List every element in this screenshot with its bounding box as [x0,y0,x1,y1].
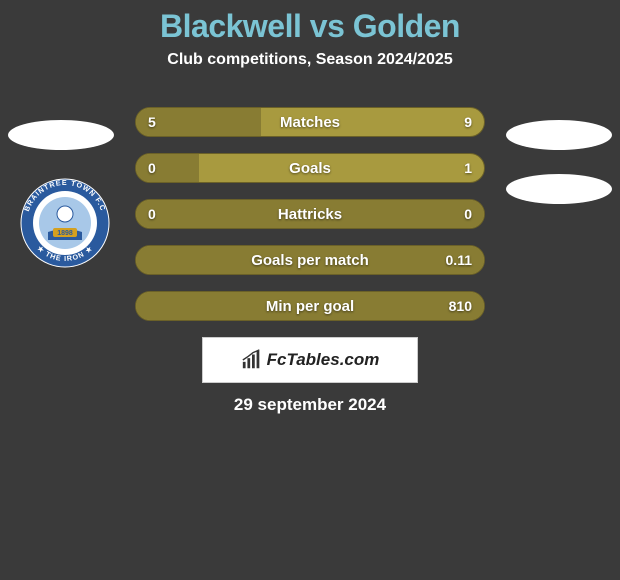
brand-label: FcTables.com [267,350,380,370]
stat-right-value: 810 [449,298,472,314]
team-left-logo-placeholder [8,120,114,150]
stat-label: Matches [280,114,340,131]
stat-row: 5 Matches 9 [135,107,485,137]
stat-label: Goals per match [251,252,369,269]
chart-icon [241,349,263,371]
stat-left-value: 0 [148,160,156,176]
stat-right-value: 0.11 [446,252,472,268]
club-badge: BRAINTREE TOWN F.C ★ THE IRON ★ 1898 [20,178,110,268]
stat-left-value: 0 [148,206,156,222]
brand-attribution[interactable]: FcTables.com [202,337,418,383]
stat-label: Min per goal [266,298,354,315]
stat-row: Min per goal 810 [135,291,485,321]
team-right-logo-placeholder-2 [506,174,612,204]
stat-label: Goals [289,160,331,177]
stat-right-value: 1 [464,160,472,176]
date-label: 29 september 2024 [0,395,620,415]
stat-left-value: 5 [148,114,156,130]
stat-fill [136,154,199,182]
svg-text:1898: 1898 [57,230,73,237]
team-right-logo-placeholder [506,120,612,150]
stat-right-value: 9 [464,114,472,130]
stat-label: Hattricks [278,206,342,223]
stat-row: Goals per match 0.11 [135,245,485,275]
subtitle: Club competitions, Season 2024/2025 [0,51,620,69]
stat-right-value: 0 [464,206,472,222]
stat-row: 0 Goals 1 [135,153,485,183]
stat-row: 0 Hattricks 0 [135,199,485,229]
page-title: Blackwell vs Golden [0,8,620,45]
